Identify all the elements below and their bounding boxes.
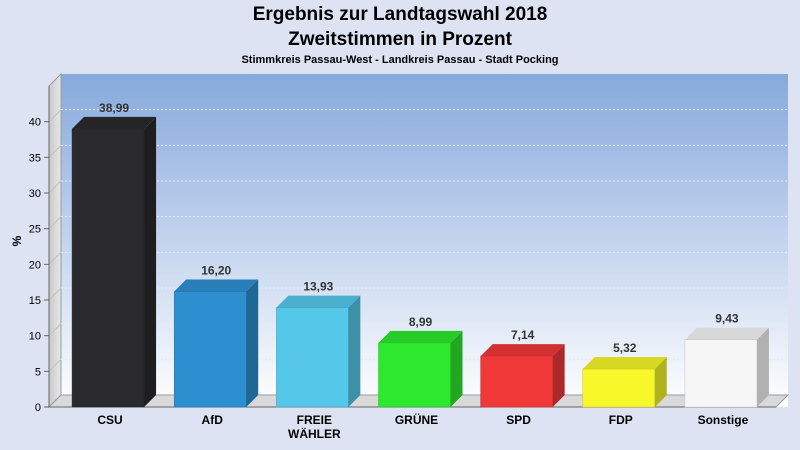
bar-value-label: 7,14 <box>511 328 535 342</box>
y-tick-label: 15 <box>29 295 41 307</box>
bar <box>276 295 361 408</box>
x-category-label-line: AfD <box>202 413 224 427</box>
x-category-label-line: Sonstige <box>698 413 749 427</box>
bar-side <box>552 344 565 407</box>
gridline-side <box>48 216 62 230</box>
gridline-side <box>48 323 62 337</box>
x-category-label: AfD <box>202 413 224 427</box>
bar-front <box>480 355 553 408</box>
x-category-label: SPD <box>506 413 531 427</box>
bar-top <box>684 327 769 340</box>
x-category-label: Sonstige <box>698 413 749 427</box>
x-category-label: GRÜNE <box>395 412 438 427</box>
x-category-label-line: CSU <box>97 413 122 427</box>
x-category-label: CSU <box>97 413 122 427</box>
x-category-label-line: SPD <box>506 413 531 427</box>
gridline-side <box>48 251 62 265</box>
bar-value-label: 38,99 <box>99 101 129 115</box>
bar-side <box>756 327 769 407</box>
x-category-label-line: FDP <box>609 413 633 427</box>
y-tick-label: 20 <box>29 259 41 271</box>
bar-front <box>582 368 656 408</box>
bar-value-label: 5,32 <box>613 341 637 355</box>
bar <box>480 344 565 408</box>
bar-top <box>276 295 361 308</box>
gridline-side <box>48 287 62 301</box>
bar-side <box>450 330 463 407</box>
gridline-side <box>48 109 62 123</box>
y-tick-label: 10 <box>29 331 41 343</box>
bar-front <box>378 342 451 408</box>
bar <box>684 327 769 408</box>
x-category-label: FREIE WÄHLER <box>288 413 341 441</box>
y-tick-label: 40 <box>29 117 41 129</box>
bar-top <box>378 330 463 343</box>
x-category-label-line: GRÜNE <box>395 412 438 427</box>
bar-front <box>276 307 349 408</box>
bar-side <box>246 279 259 407</box>
bar <box>582 357 667 408</box>
bar-side <box>654 357 667 407</box>
bar-top <box>480 344 565 357</box>
x-category-label: FDP <box>609 413 633 427</box>
gridline-side <box>48 358 62 372</box>
y-tick-label: 5 <box>35 366 41 378</box>
bar-front <box>71 128 145 408</box>
gridline-side <box>48 180 62 194</box>
bar-side <box>144 116 157 407</box>
bar-top <box>174 279 259 292</box>
bar-top <box>582 357 667 370</box>
x-category-label-line: WÄHLER <box>288 426 341 441</box>
bar-value-label: 8,99 <box>409 315 433 329</box>
chart-subtitle: Zweitstimmen in Prozent <box>288 29 512 50</box>
y-axis-label: % <box>10 235 24 246</box>
chart-title: Ergebnis zur Landtagswahl 2018 <box>252 4 548 25</box>
bar-side <box>348 295 361 407</box>
x-category-label-line: FREIE <box>297 413 332 427</box>
bar <box>71 116 157 408</box>
y-tick-label: 30 <box>29 188 41 200</box>
y-tick-label: 0 <box>35 402 41 414</box>
y-tick-label: 35 <box>29 152 41 164</box>
bar-value-label: 16,20 <box>201 263 231 277</box>
bar <box>173 279 259 408</box>
bar-front <box>684 339 758 408</box>
bar-value-label: 9,43 <box>715 312 739 326</box>
bar <box>378 330 463 408</box>
gridline-side <box>48 144 62 158</box>
chart-caption: Stimmkreis Passau-West - Landkreis Passa… <box>241 54 559 66</box>
plot-side-wall <box>48 72 62 409</box>
y-tick-label: 25 <box>29 224 41 236</box>
bar-front <box>173 291 247 408</box>
bar-top <box>72 116 157 129</box>
bar-value-label: 13,93 <box>303 280 333 294</box>
